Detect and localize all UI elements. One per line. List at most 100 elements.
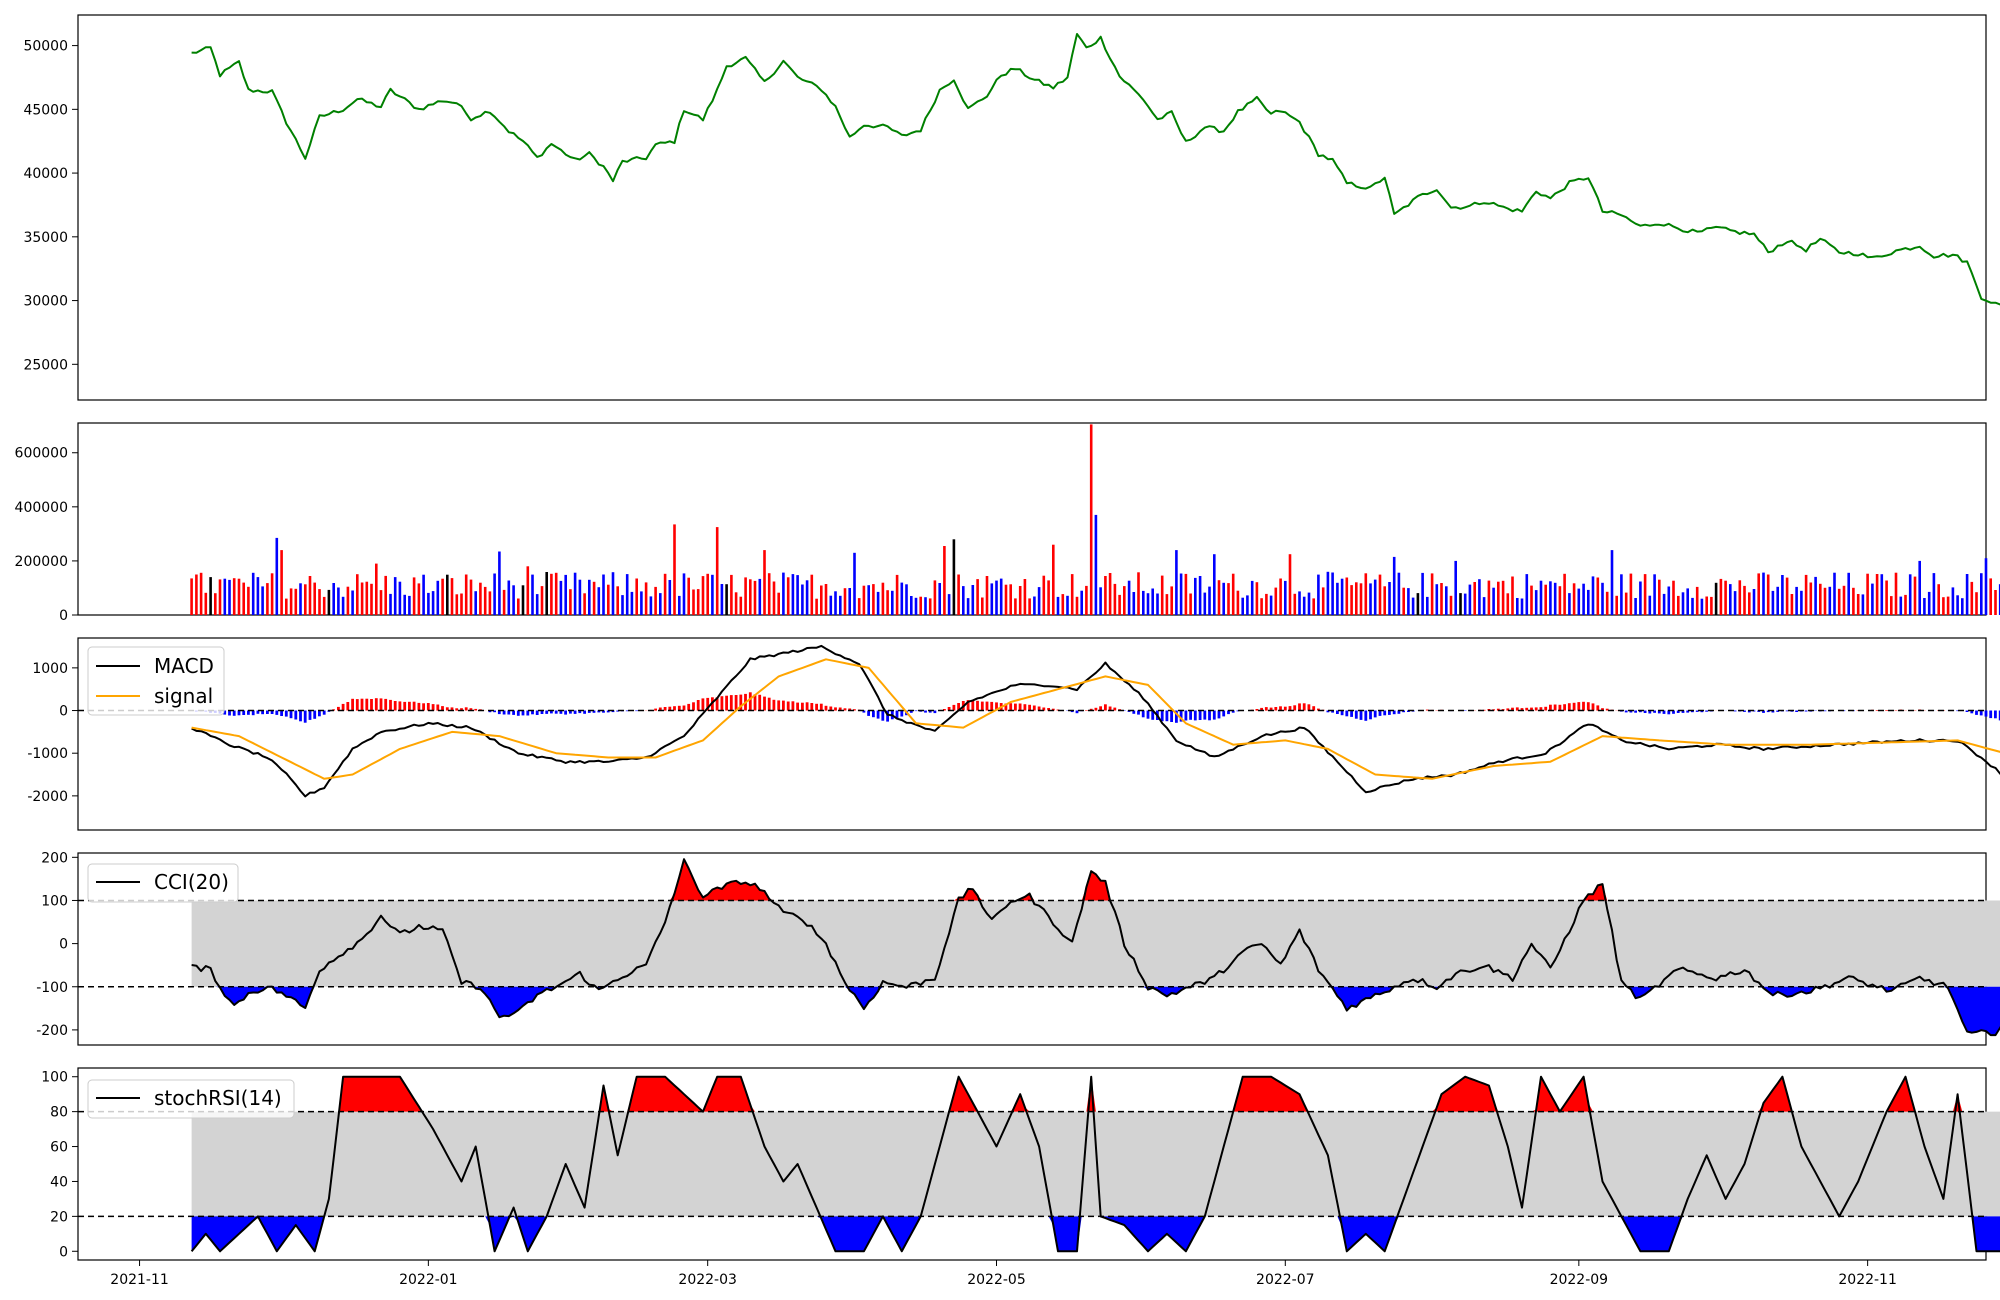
macd-histogram-bar bbox=[289, 710, 293, 719]
volume-bar bbox=[696, 589, 700, 615]
volume-bar bbox=[1984, 558, 1988, 615]
macd-histogram-bar bbox=[1695, 710, 1699, 712]
price-panel: 25000 30000 35000 40000 45000 50000 bbox=[23, 14, 2000, 401]
volume-bar bbox=[990, 583, 994, 615]
volume-bar bbox=[228, 579, 231, 615]
volume-bar bbox=[1738, 580, 1742, 615]
volume-bar bbox=[1317, 574, 1320, 615]
volume-bar bbox=[1975, 592, 1978, 615]
volume-bar bbox=[1587, 589, 1590, 615]
cci-legend-label: CCI(20) bbox=[154, 870, 229, 894]
macd-histogram-bar bbox=[1274, 707, 1278, 711]
macd-histogram-bar bbox=[886, 710, 889, 722]
macd-histogram-bar bbox=[1331, 710, 1334, 713]
volume-bar bbox=[1601, 582, 1604, 615]
macd-histogram-bar bbox=[1596, 705, 1600, 711]
volume-bar bbox=[1691, 597, 1694, 615]
macd-histogram-bar bbox=[426, 703, 430, 711]
volume-bar bbox=[1634, 598, 1637, 615]
volume-bar bbox=[763, 550, 766, 615]
volume-bar bbox=[493, 573, 496, 615]
volume-bar bbox=[559, 580, 563, 615]
volume-bar bbox=[976, 579, 979, 615]
stochrsi-legend: stochRSI(14) bbox=[87, 1079, 295, 1119]
macd-histogram-bar bbox=[872, 710, 875, 718]
volume-bar bbox=[1610, 550, 1614, 615]
cci-neutral-band bbox=[191, 900, 2000, 987]
volume-bar bbox=[545, 572, 548, 615]
volume-bar bbox=[891, 590, 894, 615]
macd-histogram-bar bbox=[583, 710, 586, 714]
volume-bar bbox=[1544, 584, 1547, 615]
macd-histogram-bar bbox=[753, 694, 757, 711]
volume-bar bbox=[1123, 586, 1126, 615]
volume-bar bbox=[1553, 582, 1557, 615]
volume-bar bbox=[1781, 575, 1784, 615]
volume-bar bbox=[1383, 586, 1386, 615]
volume-bar bbox=[1582, 583, 1585, 615]
volume-bar bbox=[1719, 578, 1723, 615]
macd-histogram-bar bbox=[1340, 710, 1344, 716]
macd-histogram-bar bbox=[1227, 710, 1230, 715]
volume-bar bbox=[313, 582, 316, 615]
volume-bar bbox=[1293, 593, 1297, 615]
x-tick-label: 2022-09 bbox=[1550, 1272, 1609, 1288]
macd-histogram-bar bbox=[1208, 710, 1211, 721]
volume-bar bbox=[914, 597, 918, 615]
volume-bar bbox=[535, 594, 539, 615]
volume-bar bbox=[753, 580, 757, 615]
volume-bar bbox=[701, 576, 705, 615]
price-axis-tick-label: 45000 bbox=[23, 102, 68, 118]
macd-histogram-bar bbox=[422, 703, 425, 711]
macd-histogram-bar bbox=[1193, 710, 1197, 721]
volume-bar bbox=[872, 584, 875, 615]
macd-panel: -2000 -1000 0 1000 bbox=[27, 637, 2000, 831]
volume-bar bbox=[209, 577, 212, 615]
macd-histogram-bar bbox=[1544, 706, 1548, 711]
volume-bar bbox=[1340, 578, 1344, 615]
volume-bar bbox=[526, 566, 530, 615]
volume-bar bbox=[507, 580, 511, 615]
volume-bar bbox=[1023, 579, 1027, 615]
volume-bar bbox=[1151, 588, 1154, 615]
volume-bar bbox=[1885, 580, 1888, 615]
volume-bar bbox=[711, 574, 714, 615]
macd-histogram-bar bbox=[1165, 710, 1169, 722]
macd-histogram-bar bbox=[573, 710, 577, 714]
volume-bar bbox=[1227, 583, 1230, 615]
volume-bar bbox=[1752, 589, 1756, 615]
volume-bar bbox=[1288, 554, 1292, 615]
volume-bar bbox=[1994, 590, 1997, 615]
volume-bar bbox=[1089, 424, 1093, 615]
volume-bar bbox=[1269, 595, 1273, 615]
macd-histogram-bar bbox=[1530, 707, 1533, 711]
macd-histogram-bar bbox=[597, 710, 601, 713]
volume-bar bbox=[1662, 593, 1666, 615]
price-axis-tick-label: 40000 bbox=[23, 166, 68, 182]
macd-histogram-bar bbox=[521, 710, 525, 716]
volume-bar bbox=[289, 588, 293, 615]
volume-bar bbox=[1667, 586, 1671, 615]
volume-bar bbox=[1407, 588, 1410, 615]
volume-bar bbox=[1497, 581, 1500, 615]
volume-bar bbox=[1137, 572, 1140, 615]
volume-bar bbox=[223, 578, 227, 615]
volume-bar bbox=[820, 585, 823, 615]
volume-bar bbox=[910, 596, 913, 615]
volume-bar bbox=[564, 574, 567, 615]
macd-histogram-bar bbox=[1094, 707, 1098, 711]
volume-bar bbox=[337, 587, 340, 615]
volume-bar bbox=[384, 575, 387, 615]
volume-bar bbox=[1279, 578, 1282, 615]
volume-bar bbox=[654, 586, 657, 615]
volume-bar bbox=[692, 589, 695, 615]
volume-bar bbox=[668, 580, 672, 615]
volume-bar bbox=[1435, 584, 1439, 615]
x-tick-label: 2022-11 bbox=[1838, 1272, 1897, 1288]
volume-bar bbox=[1042, 575, 1046, 615]
volume-bar bbox=[1748, 592, 1751, 615]
macd-histogram-bar bbox=[1733, 710, 1737, 712]
macd-histogram-bar bbox=[1283, 706, 1287, 711]
macd-histogram-bar bbox=[1146, 710, 1150, 719]
volume-bar bbox=[1705, 596, 1708, 615]
